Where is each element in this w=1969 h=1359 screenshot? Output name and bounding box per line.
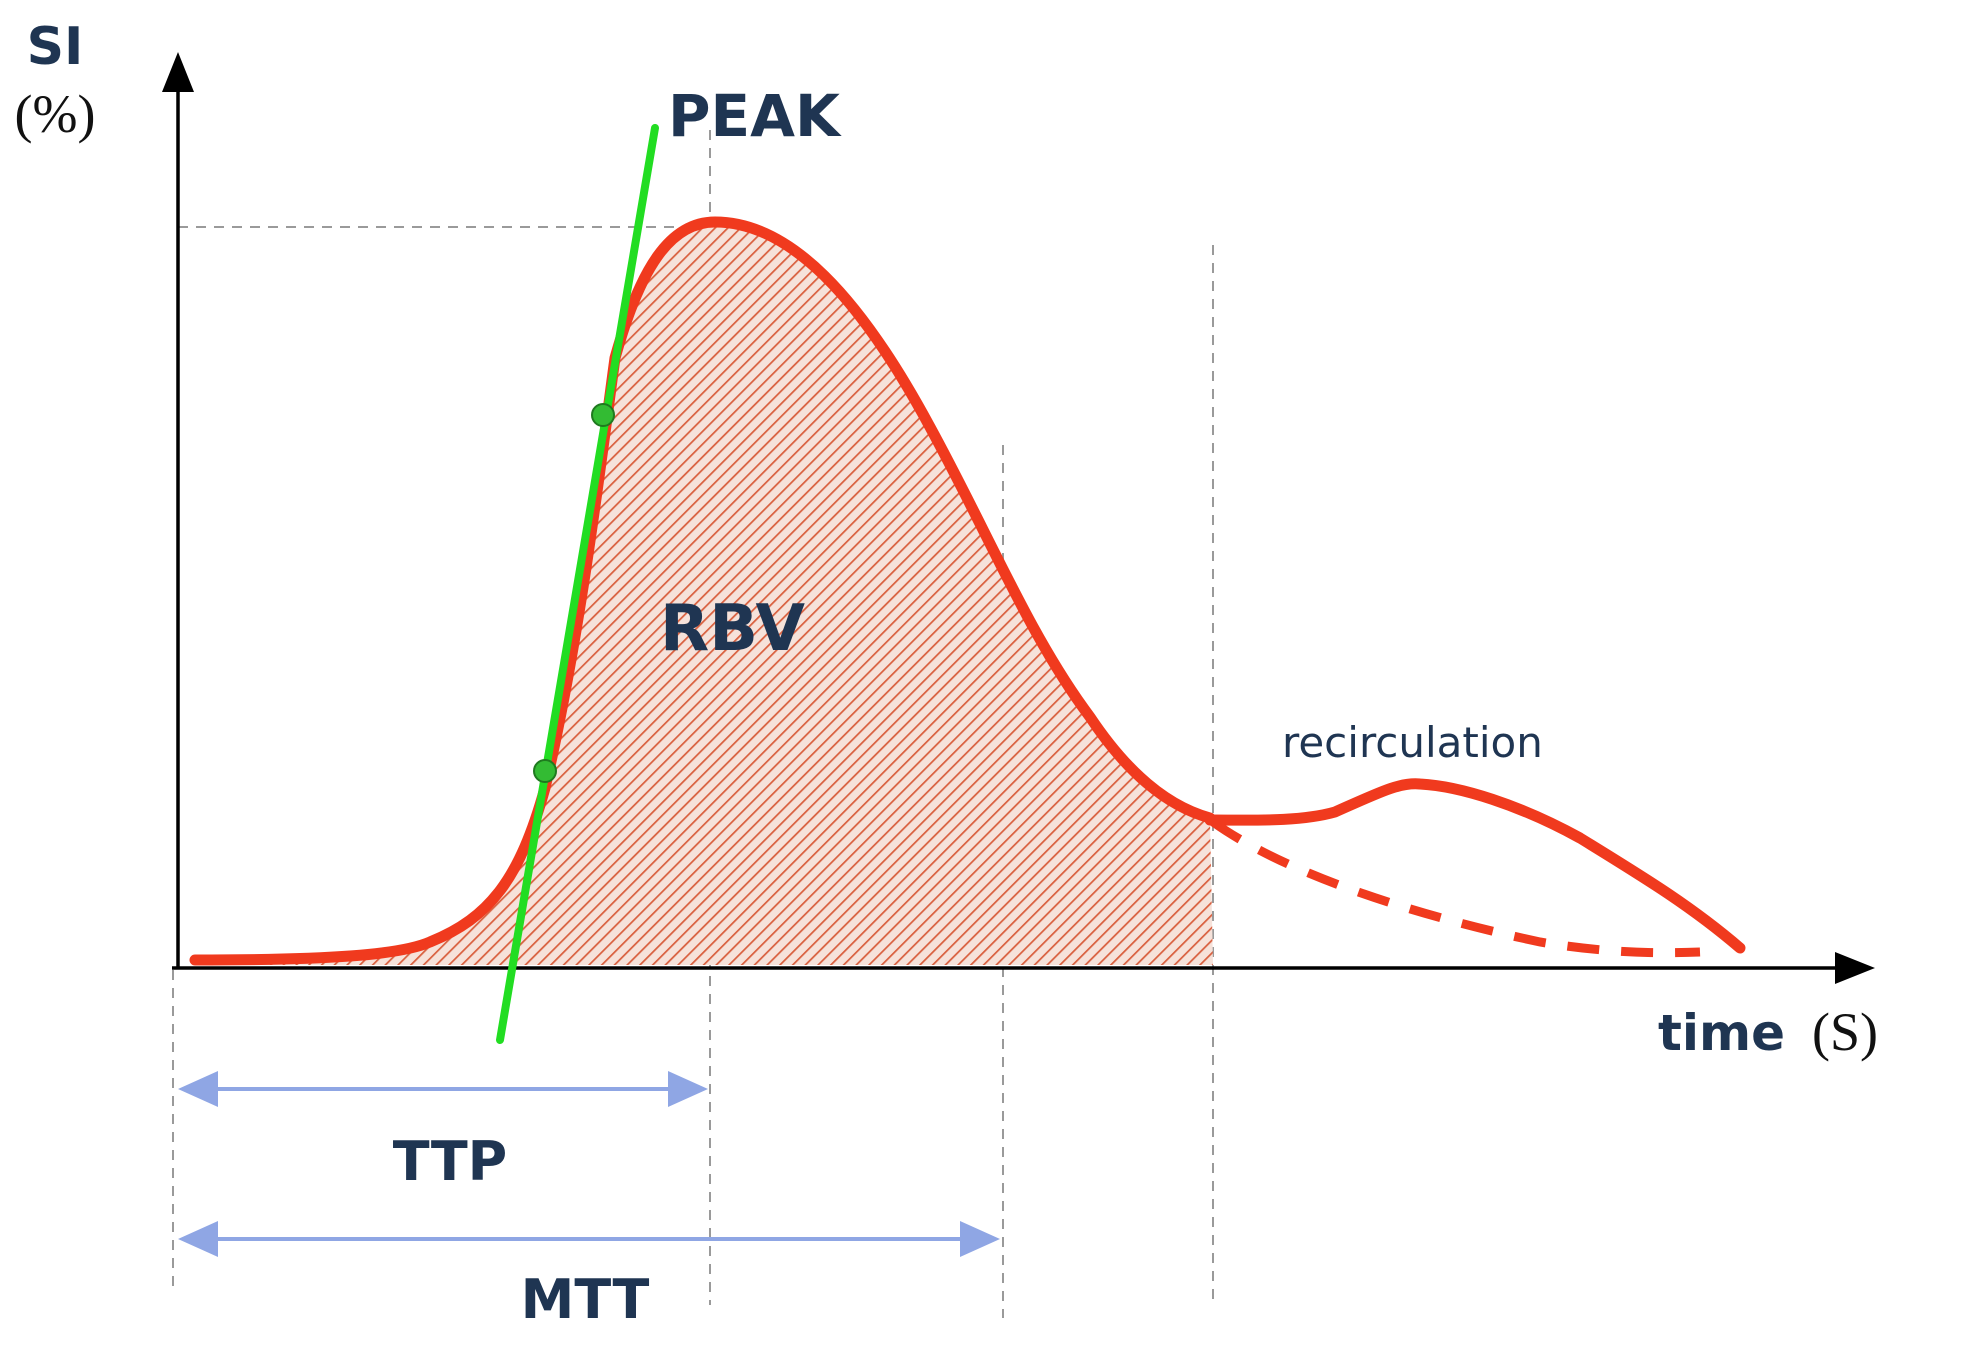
y-axis-symbol-label: SI [27,17,84,77]
slope-point-upper [591,403,615,427]
max-slope-line [496,124,659,1044]
mtt-label: MTT [521,1268,650,1331]
extrapolated-decay-curve [1210,818,1701,958]
recirculation-curve [1204,778,1746,954]
ttp-label: TTP [393,1130,508,1193]
x-axis-unit-label: (S) [1812,1002,1878,1062]
peak-label: PEAK [668,82,842,150]
slope-point-lower [533,759,557,783]
y-axis-unit-label: (%) [15,84,96,144]
y-axis-arrowhead [162,52,194,92]
ttp-interval-arrow [178,1071,708,1107]
x-axis-name-label: time [1658,1004,1785,1062]
rbv-area [195,225,1213,965]
axes [172,75,1845,970]
x-axis-arrowhead [1835,952,1875,984]
first-pass-curve [189,216,1216,966]
mtt-interval-arrow [178,1221,1000,1257]
recirculation-label: recirculation [1282,718,1543,767]
rbv-area-label: RBV [660,592,805,666]
